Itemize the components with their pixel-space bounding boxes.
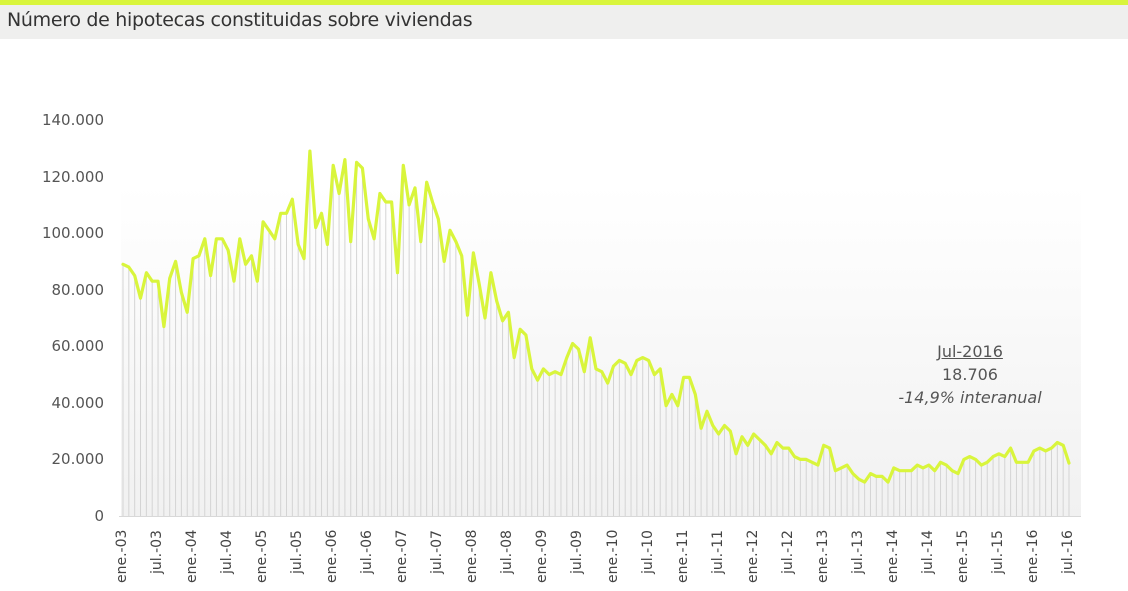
x-tick-label: ene.-12 bbox=[744, 529, 761, 583]
x-tick-label: jul.-09 bbox=[569, 530, 586, 574]
y-tick-label: 120.000 bbox=[41, 167, 104, 186]
x-tick-label: ene.-13 bbox=[814, 529, 831, 583]
x-tick-label: jul.-12 bbox=[779, 530, 796, 574]
x-tick-label: jul.-06 bbox=[359, 530, 376, 574]
annotation-change: -14,9% interanual bbox=[898, 388, 1042, 407]
title-bar: Número de hipotecas constituidas sobre v… bbox=[0, 5, 1128, 39]
series-line bbox=[121, 149, 1071, 484]
accent-bar bbox=[0, 0, 1128, 5]
y-tick-label: 60.000 bbox=[51, 337, 105, 356]
x-tick-label: jul.-16 bbox=[1060, 530, 1076, 574]
x-tick-label: jul.-08 bbox=[499, 530, 516, 574]
x-tick-label: ene.-11 bbox=[674, 529, 691, 583]
x-tick-label: ene.-04 bbox=[184, 529, 201, 583]
x-tick-label: ene.-09 bbox=[534, 529, 551, 583]
y-tick-label: 20.000 bbox=[51, 450, 105, 469]
x-tick-label: jul.-04 bbox=[219, 530, 236, 574]
x-tick-label: ene.-07 bbox=[394, 529, 411, 583]
annotation-value: 18.706 bbox=[942, 365, 998, 384]
annotation-date: Jul-2016 bbox=[937, 342, 1003, 361]
y-tick-label: 40.000 bbox=[51, 393, 105, 412]
x-tick-label: jul.-14 bbox=[919, 530, 936, 574]
x-tick-label: jul.-05 bbox=[289, 530, 306, 574]
y-tick-label: 100.000 bbox=[41, 224, 104, 243]
x-tick-label: jul.-10 bbox=[639, 530, 656, 574]
x-tick-label: jul.-03 bbox=[149, 530, 166, 574]
x-tick-label: ene.-08 bbox=[464, 529, 481, 583]
x-tick-label: jul.-07 bbox=[429, 530, 446, 574]
x-tick-label: ene.-15 bbox=[954, 529, 971, 583]
y-tick-label: 140.000 bbox=[41, 111, 104, 129]
x-tick-label: ene.-14 bbox=[884, 529, 901, 583]
drop-lines bbox=[122, 151, 1070, 516]
x-tick-label: ene.-05 bbox=[254, 529, 271, 583]
x-tick-label: jul.-13 bbox=[849, 530, 866, 574]
x-tick-label: jul.-11 bbox=[709, 530, 726, 574]
x-tick-label: ene.-10 bbox=[604, 529, 621, 583]
x-tick-label: ene.-06 bbox=[324, 529, 341, 583]
x-tick-label: ene.-16 bbox=[1024, 529, 1041, 583]
x-tick-label: ene.-03 bbox=[114, 529, 130, 583]
chart-title: Número de hipotecas constituidas sobre v… bbox=[7, 9, 473, 31]
latest-value-annotation: Jul-2016 18.706 -14,9% interanual bbox=[880, 340, 1060, 409]
y-tick-label: 0 bbox=[94, 507, 104, 525]
x-tick-label: jul.-15 bbox=[989, 530, 1006, 574]
y-tick-label: 80.000 bbox=[51, 280, 105, 299]
